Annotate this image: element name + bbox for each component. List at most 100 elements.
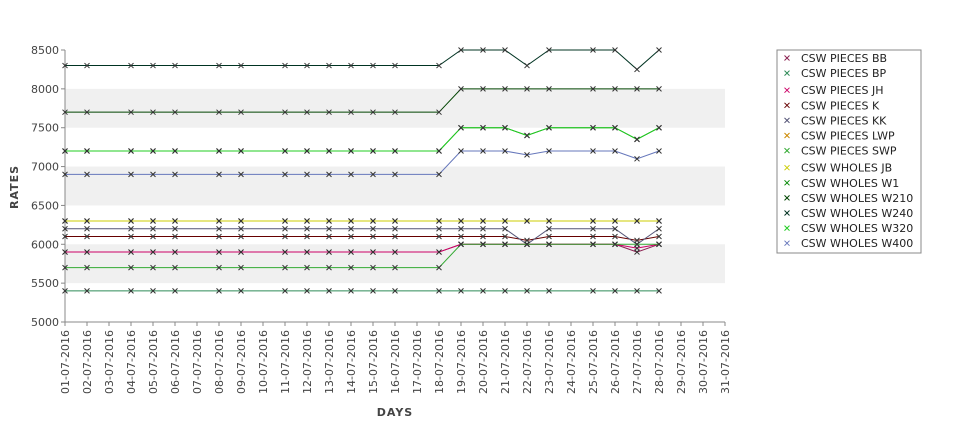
- data-point: [634, 136, 640, 143]
- legend-marker: [784, 195, 790, 201]
- data-point: [502, 47, 508, 53]
- legend-item: CSW PIECES SWP: [784, 145, 897, 158]
- data-point: [458, 241, 464, 248]
- x-tick-label: 04-07-2016: [125, 330, 138, 394]
- data-point: [656, 288, 662, 294]
- data-point: [480, 241, 486, 248]
- series-line: [65, 127, 660, 152]
- legend-label: CSW WHOLES W1: [801, 177, 899, 190]
- legend-marker: [784, 70, 790, 76]
- data-point: [590, 241, 596, 248]
- data-point: [370, 288, 376, 294]
- data-point: [590, 288, 596, 294]
- data-point: [656, 218, 662, 224]
- data-point: [502, 124, 508, 131]
- legend-marker: [784, 102, 790, 109]
- x-tick-label: 18-07-2016: [433, 330, 446, 394]
- data-point: [458, 124, 464, 131]
- legend-marker: [784, 55, 790, 61]
- data-point: [84, 264, 90, 271]
- data-point: [524, 62, 530, 69]
- legend-item: CSW PIECES JH: [784, 84, 884, 97]
- legend-marker: [784, 164, 790, 171]
- data-point: [348, 264, 354, 271]
- data-point: [370, 62, 376, 69]
- legend-marker: [784, 147, 790, 154]
- data-point: [436, 264, 442, 271]
- data-point: [172, 249, 178, 255]
- data-point: [458, 86, 464, 92]
- legend-item: CSW WHOLES W1: [784, 177, 899, 190]
- data-point: [458, 233, 464, 240]
- data-point: [62, 288, 68, 294]
- x-tick-label: 01-07-2016: [59, 330, 72, 394]
- data-point: [326, 249, 332, 255]
- data-point: [304, 218, 310, 224]
- data-point: [172, 62, 178, 69]
- x-tick-label: 14-07-2016: [345, 330, 358, 394]
- data-point: [524, 132, 530, 139]
- data-point: [282, 171, 288, 178]
- data-point: [128, 171, 134, 178]
- data-point: [282, 148, 288, 154]
- data-point: [590, 233, 596, 240]
- data-point: [590, 47, 596, 53]
- data-point: [370, 109, 376, 116]
- series-line: [65, 127, 660, 152]
- series-csw-wholes-w240: [62, 47, 662, 73]
- data-point: [348, 171, 354, 178]
- data-point: [480, 47, 486, 53]
- data-point: [436, 233, 442, 240]
- legend-item: CSW PIECES K: [784, 99, 880, 112]
- y-tick-label: 6500: [31, 199, 59, 212]
- data-point: [150, 171, 156, 178]
- data-point: [62, 218, 68, 224]
- y-tick-labels: 5000 5500 6000 6500 7000 7500 8000 8500: [31, 44, 59, 329]
- data-point: [634, 288, 640, 294]
- x-tick-label: 10-07-2016: [257, 330, 270, 394]
- legend-item: CSW PIECES BP: [784, 67, 887, 80]
- data-point: [458, 225, 464, 232]
- data-point: [84, 148, 90, 154]
- data-point: [546, 225, 552, 232]
- data-point: [348, 225, 354, 232]
- data-point: [172, 148, 178, 154]
- data-point: [436, 62, 442, 69]
- data-point: [84, 109, 90, 116]
- legend-label: CSW PIECES K: [801, 99, 880, 112]
- data-point: [436, 249, 442, 255]
- series-csw-pieces-bp: [62, 288, 662, 294]
- data-point: [216, 218, 222, 224]
- data-point: [150, 62, 156, 69]
- data-point: [590, 225, 596, 232]
- data-point: [370, 171, 376, 178]
- data-point: [392, 264, 398, 271]
- data-point: [370, 233, 376, 240]
- data-point: [282, 109, 288, 116]
- data-point: [480, 86, 486, 92]
- data-point: [216, 171, 222, 178]
- data-point: [62, 109, 68, 116]
- data-point: [502, 225, 508, 232]
- data-point: [172, 288, 178, 294]
- data-point: [128, 288, 134, 294]
- data-point: [370, 148, 376, 154]
- grid-band: [65, 88, 725, 128]
- data-point: [326, 264, 332, 271]
- data-point: [612, 225, 618, 232]
- x-tick-label: 22-07-2016: [521, 330, 534, 394]
- data-point: [150, 218, 156, 224]
- data-point: [216, 264, 222, 271]
- series-csw-wholes-w320: [62, 124, 662, 154]
- x-tick-label: 17-07-2016: [411, 330, 424, 394]
- data-point: [304, 225, 310, 232]
- data-point: [84, 288, 90, 294]
- data-point: [436, 171, 442, 178]
- data-point: [502, 233, 508, 240]
- data-point: [238, 218, 244, 224]
- data-point: [216, 62, 222, 69]
- data-point: [370, 264, 376, 271]
- data-point: [172, 264, 178, 271]
- legend-item: CSW WHOLES JB: [784, 162, 892, 175]
- data-point: [546, 124, 552, 131]
